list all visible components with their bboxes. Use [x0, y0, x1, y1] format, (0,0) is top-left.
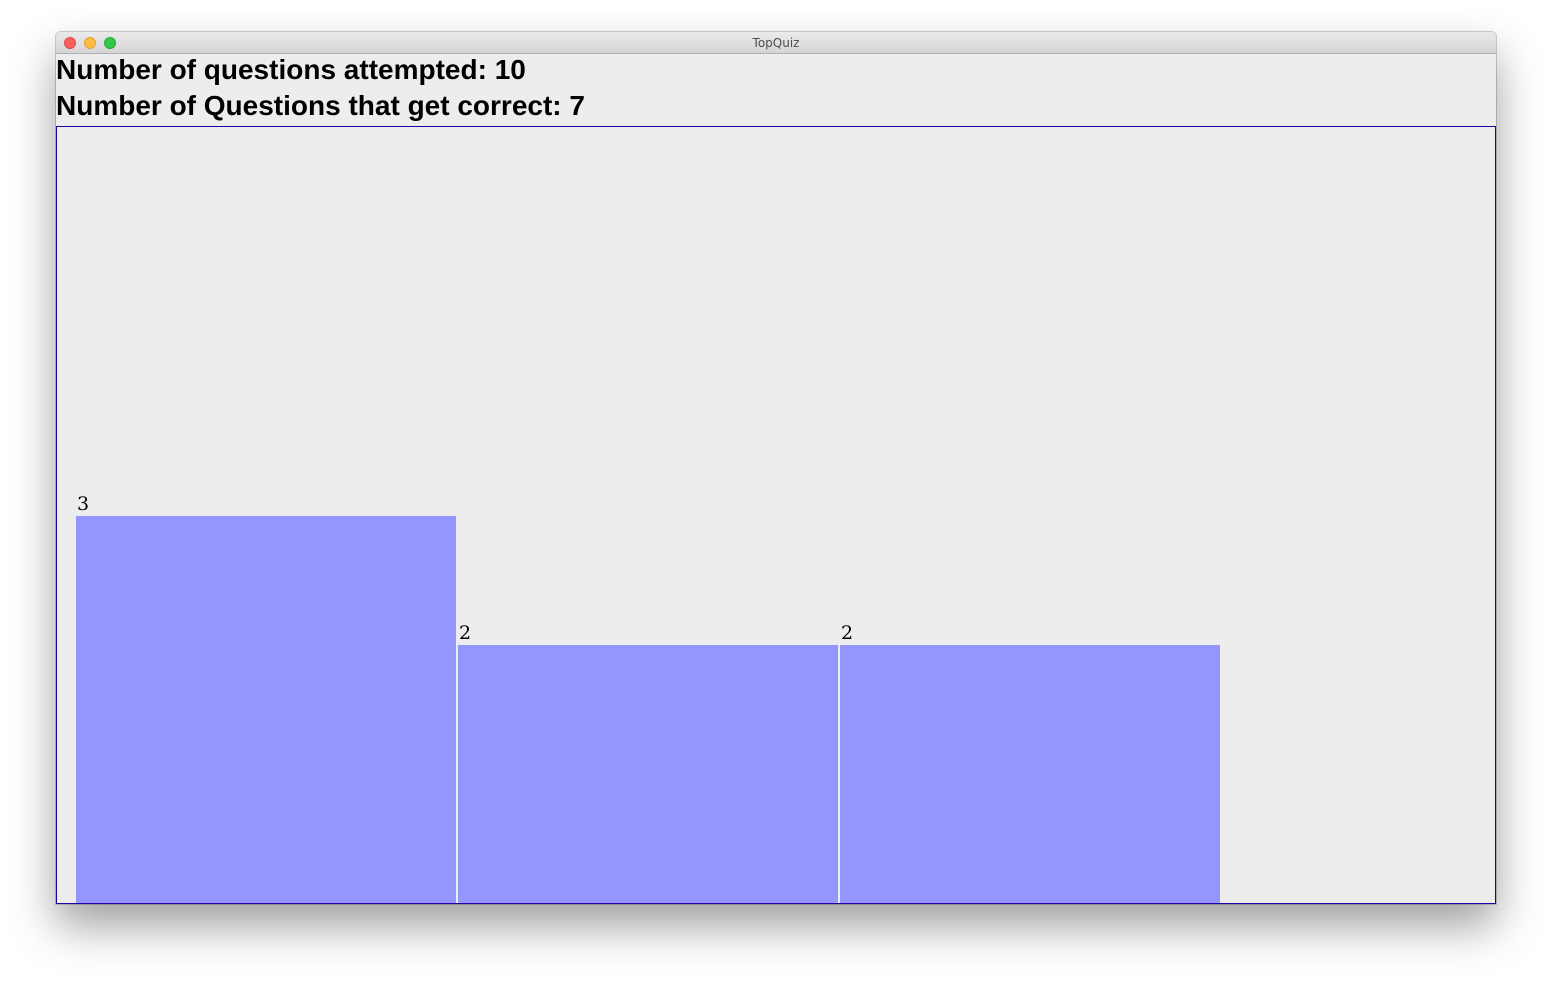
results-chart-panel: 3 2 2 — [56, 126, 1496, 904]
bar-value-label-2: 2 — [841, 622, 853, 644]
questions-attempted-label: Number of questions attempted: 10 — [56, 54, 526, 85]
bar-0 — [76, 516, 456, 903]
close-button[interactable] — [64, 37, 76, 49]
topquiz-window: TopQuiz Number of questions attempted: 1… — [56, 32, 1496, 904]
questions-correct-label: Number of Questions that get correct: 7 — [56, 90, 585, 121]
results-bar-chart: 3 2 2 — [76, 493, 1220, 903]
minimize-button[interactable] — [84, 37, 96, 49]
bar-value-label-1: 2 — [459, 622, 471, 644]
bar-1 — [458, 645, 838, 903]
maximize-button[interactable] — [104, 37, 116, 49]
window-title: TopQuiz — [752, 36, 800, 50]
title-bar[interactable]: TopQuiz — [56, 32, 1496, 54]
bar-value-label-0: 3 — [77, 493, 89, 515]
bar-2 — [840, 645, 1220, 903]
